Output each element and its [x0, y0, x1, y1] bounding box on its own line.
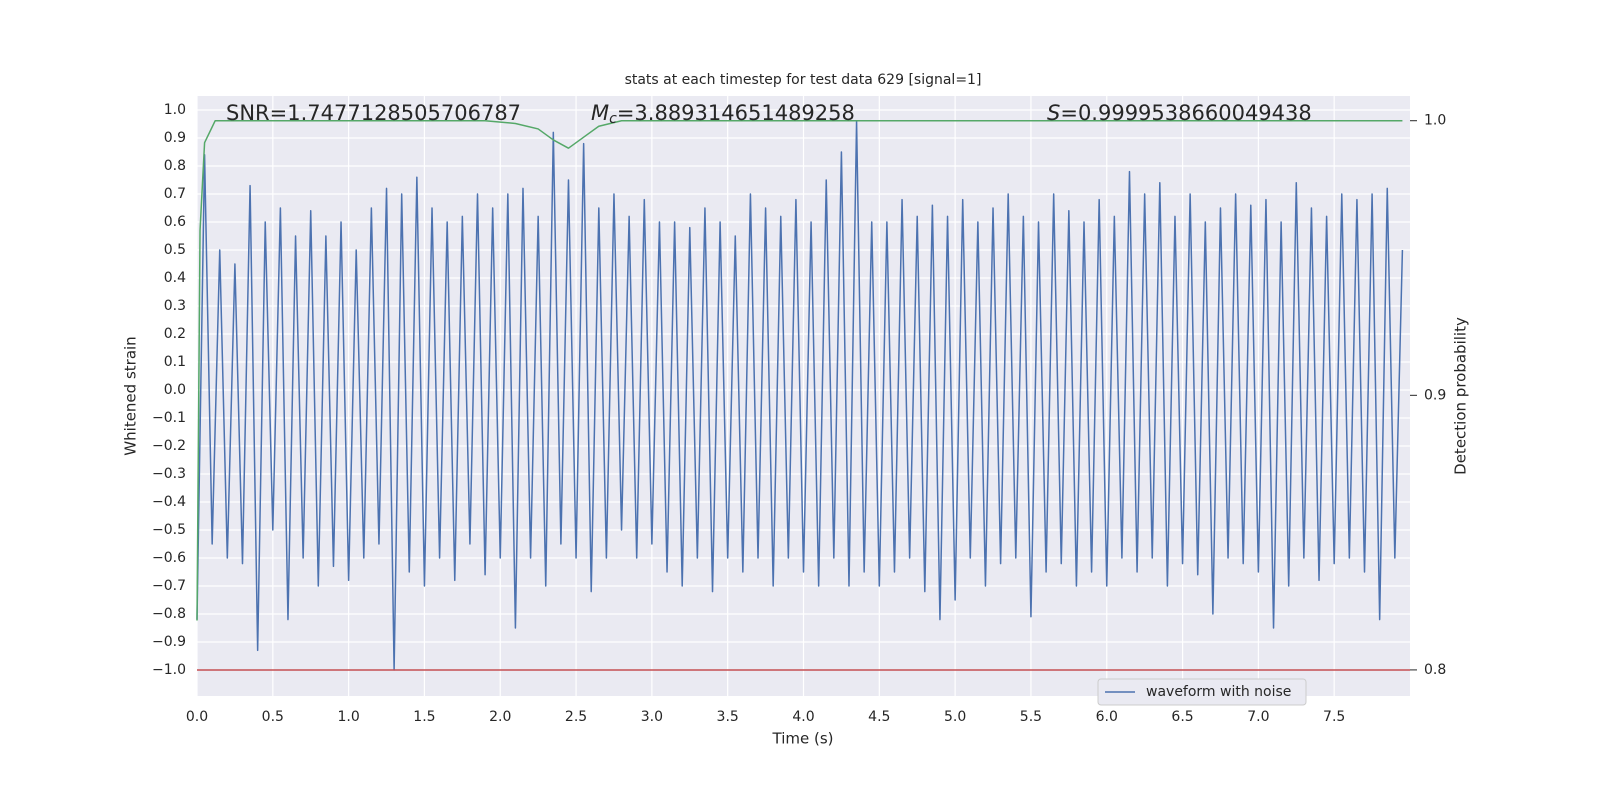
y-tick-label: −0.7 [152, 578, 186, 594]
x-tick-label: 2.5 [565, 709, 587, 725]
series-line [196, 120, 1404, 671]
y-tick-label: 0.1 [164, 354, 186, 370]
annotation-text: =3.889314651489258 [617, 101, 855, 125]
x-tick-label: 4.0 [792, 709, 814, 725]
legend-label: waveform with noise [1146, 684, 1291, 700]
legend-box [1097, 678, 1307, 706]
y-tick-label: 0.6 [164, 214, 186, 230]
x-tick-label: 3.0 [641, 709, 663, 725]
y2-axis-label: Detection probability [1452, 317, 1470, 475]
annotation-subscript: c [609, 111, 617, 127]
x-tick-label: 1.5 [413, 709, 435, 725]
annotation: S=0.9999538660049438 [1047, 101, 1312, 125]
annotation-symbol: S [1047, 101, 1060, 125]
y-tick-label: 0.7 [164, 186, 186, 202]
series-line [196, 119, 1403, 621]
y2-tick-label: 0.8 [1424, 662, 1446, 678]
y-tick-label: −0.4 [152, 494, 186, 510]
x-tick-label: 3.5 [717, 709, 739, 725]
x-tick-label: 7.0 [1247, 709, 1269, 725]
y-tick-label: 0.4 [164, 270, 186, 286]
y-tick-label: 0.2 [164, 326, 186, 342]
annotation-text: =0.9999538660049438 [1060, 101, 1311, 125]
y-tick-label: −0.3 [152, 466, 186, 482]
x-tick-label: 4.5 [868, 709, 890, 725]
x-tick-label: 7.5 [1323, 709, 1345, 725]
y-tick-label: 1.0 [164, 102, 186, 118]
x-tick-label: 5.5 [1020, 709, 1042, 725]
y2-tick-label: 0.9 [1424, 387, 1446, 403]
chart-title: stats at each timestep for test data 629… [625, 72, 982, 88]
y-tick-label: 0.8 [164, 158, 186, 174]
legend: waveform with noise [1097, 678, 1307, 706]
y-tick-label: −0.6 [152, 550, 186, 566]
x-tick-label: 0.5 [262, 709, 284, 725]
y-tick-label: 0.3 [164, 298, 186, 314]
annotation: Mc=3.889314651489258 [591, 101, 855, 127]
y-tick-label: −1.0 [152, 662, 186, 678]
x-tick-label: 2.0 [489, 709, 511, 725]
y-tick-label: −0.5 [152, 522, 186, 538]
y-axis-label: Whitened strain [122, 336, 140, 455]
y-tick-label: 0.0 [164, 382, 186, 398]
y-tick-label: −0.8 [152, 606, 186, 622]
y-tick-label: 0.5 [164, 242, 186, 258]
x-axis-label: Time (s) [772, 730, 834, 748]
y-tick-label: −0.1 [152, 410, 186, 426]
annotation: SNR=1.7477128505706787 [226, 101, 521, 125]
annotation-symbol: M [591, 101, 609, 125]
y-tick-label: −0.2 [152, 438, 186, 454]
y2-tick-label: 1.0 [1424, 113, 1446, 129]
x-tick-label: 5.0 [944, 709, 966, 725]
x-tick-label: 0.0 [186, 709, 208, 725]
y-tick-label: −0.9 [152, 634, 186, 650]
x-tick-label: 6.0 [1096, 709, 1118, 725]
annotation-text: SNR=1.7477128505706787 [226, 101, 521, 125]
y-tick-label: 0.9 [164, 130, 186, 146]
x-tick-label: 6.5 [1171, 709, 1193, 725]
x-tick-label: 1.0 [337, 709, 359, 725]
